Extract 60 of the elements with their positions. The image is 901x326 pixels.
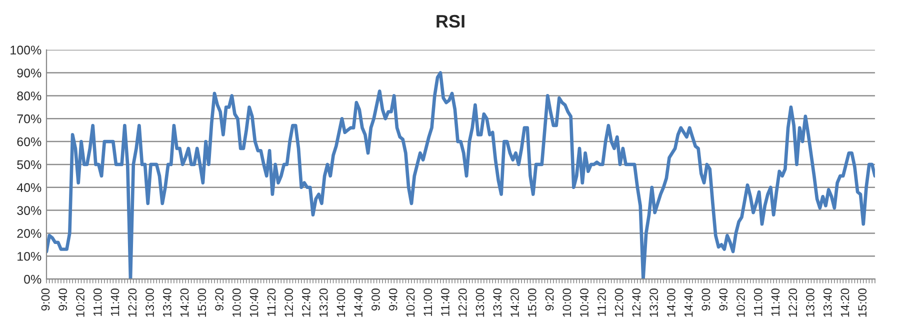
- x-tick-label: 14:20: [180, 288, 189, 317]
- x-tick-label: 10:00: [232, 288, 241, 317]
- y-tick-label: 80%: [17, 92, 42, 100]
- x-tick-label: 9:00: [702, 288, 710, 311]
- x-tick-label: 9:00: [372, 288, 380, 311]
- x-tick-label: 9:00: [41, 288, 50, 311]
- x-tick-label: 14:40: [684, 288, 693, 317]
- x-tick-label: 13:00: [476, 288, 484, 317]
- y-tick-label: 50%: [17, 160, 42, 170]
- x-tick-label: 10:00: [562, 288, 572, 317]
- x-tick-label: 13:40: [823, 288, 832, 317]
- x-tick-label: 10:20: [736, 288, 745, 317]
- x-tick-label: 9:40: [58, 288, 68, 311]
- x-tick-label: 11:40: [441, 288, 450, 316]
- x-tick-label: 11:40: [110, 288, 120, 316]
- x-tick-label: 11:40: [771, 288, 780, 316]
- x-tick-label: 9:40: [388, 288, 398, 311]
- y-tick-label: 20%: [17, 229, 42, 238]
- x-tick-label: 11:00: [93, 288, 102, 316]
- x-tick-label: 15:00: [198, 288, 206, 317]
- x-tick-label: 10:40: [580, 288, 588, 317]
- chart-title: RSI: [436, 14, 464, 28]
- x-tick-label: 12:40: [632, 288, 641, 317]
- x-tick-label: 12:40: [302, 288, 310, 317]
- x-tick-label: 10:20: [76, 288, 84, 317]
- y-tick-label: 30%: [17, 206, 42, 215]
- y-tick-label: 0%: [24, 274, 42, 284]
- x-tick-label: 13:40: [493, 288, 502, 317]
- x-tick-label: 15:00: [528, 288, 536, 317]
- x-tick-label: 9:40: [719, 288, 728, 311]
- y-tick-label: 60%: [17, 137, 42, 146]
- x-tick-label: 10:20: [406, 288, 415, 317]
- y-tick-label: 90%: [17, 68, 42, 78]
- x-tick-label: 13:00: [146, 288, 154, 317]
- x-tick-label: 12:20: [128, 288, 137, 317]
- y-tick-label: 40%: [16, 183, 42, 192]
- x-tick-label: 14:20: [510, 288, 519, 317]
- x-tick-label: 14:20: [840, 288, 850, 317]
- x-tick-label: 14:00: [667, 288, 676, 317]
- x-tick-label: 11:00: [754, 288, 762, 316]
- x-tick-label: 11:00: [424, 288, 432, 316]
- y-tick-label: 10%: [18, 252, 42, 261]
- x-tick-label: 13:00: [806, 288, 814, 317]
- y-tick-label: 100%: [10, 46, 42, 55]
- x-tick-label: 14:00: [336, 288, 346, 317]
- y-tick-label: 70%: [17, 114, 42, 124]
- x-tick-label: 15:00: [858, 288, 867, 317]
- x-tick-label: 11:20: [597, 288, 606, 316]
- x-tick-label: 9:20: [545, 288, 554, 311]
- x-tick-label: 10:40: [250, 288, 258, 317]
- x-tick-label: 11:20: [267, 288, 276, 316]
- x-tick-label: 12:00: [284, 288, 293, 317]
- x-tick-label: 13:40: [162, 288, 172, 317]
- x-tick-label: 14:40: [354, 288, 363, 317]
- x-tick-label: 9:20: [215, 288, 224, 311]
- x-tick-label: 13:20: [650, 288, 658, 317]
- x-tick-label: 12:20: [788, 288, 798, 317]
- x-tick-label: 13:20: [319, 288, 328, 317]
- x-tick-label: 12:00: [614, 288, 624, 317]
- x-tick-label: 12:20: [458, 288, 467, 317]
